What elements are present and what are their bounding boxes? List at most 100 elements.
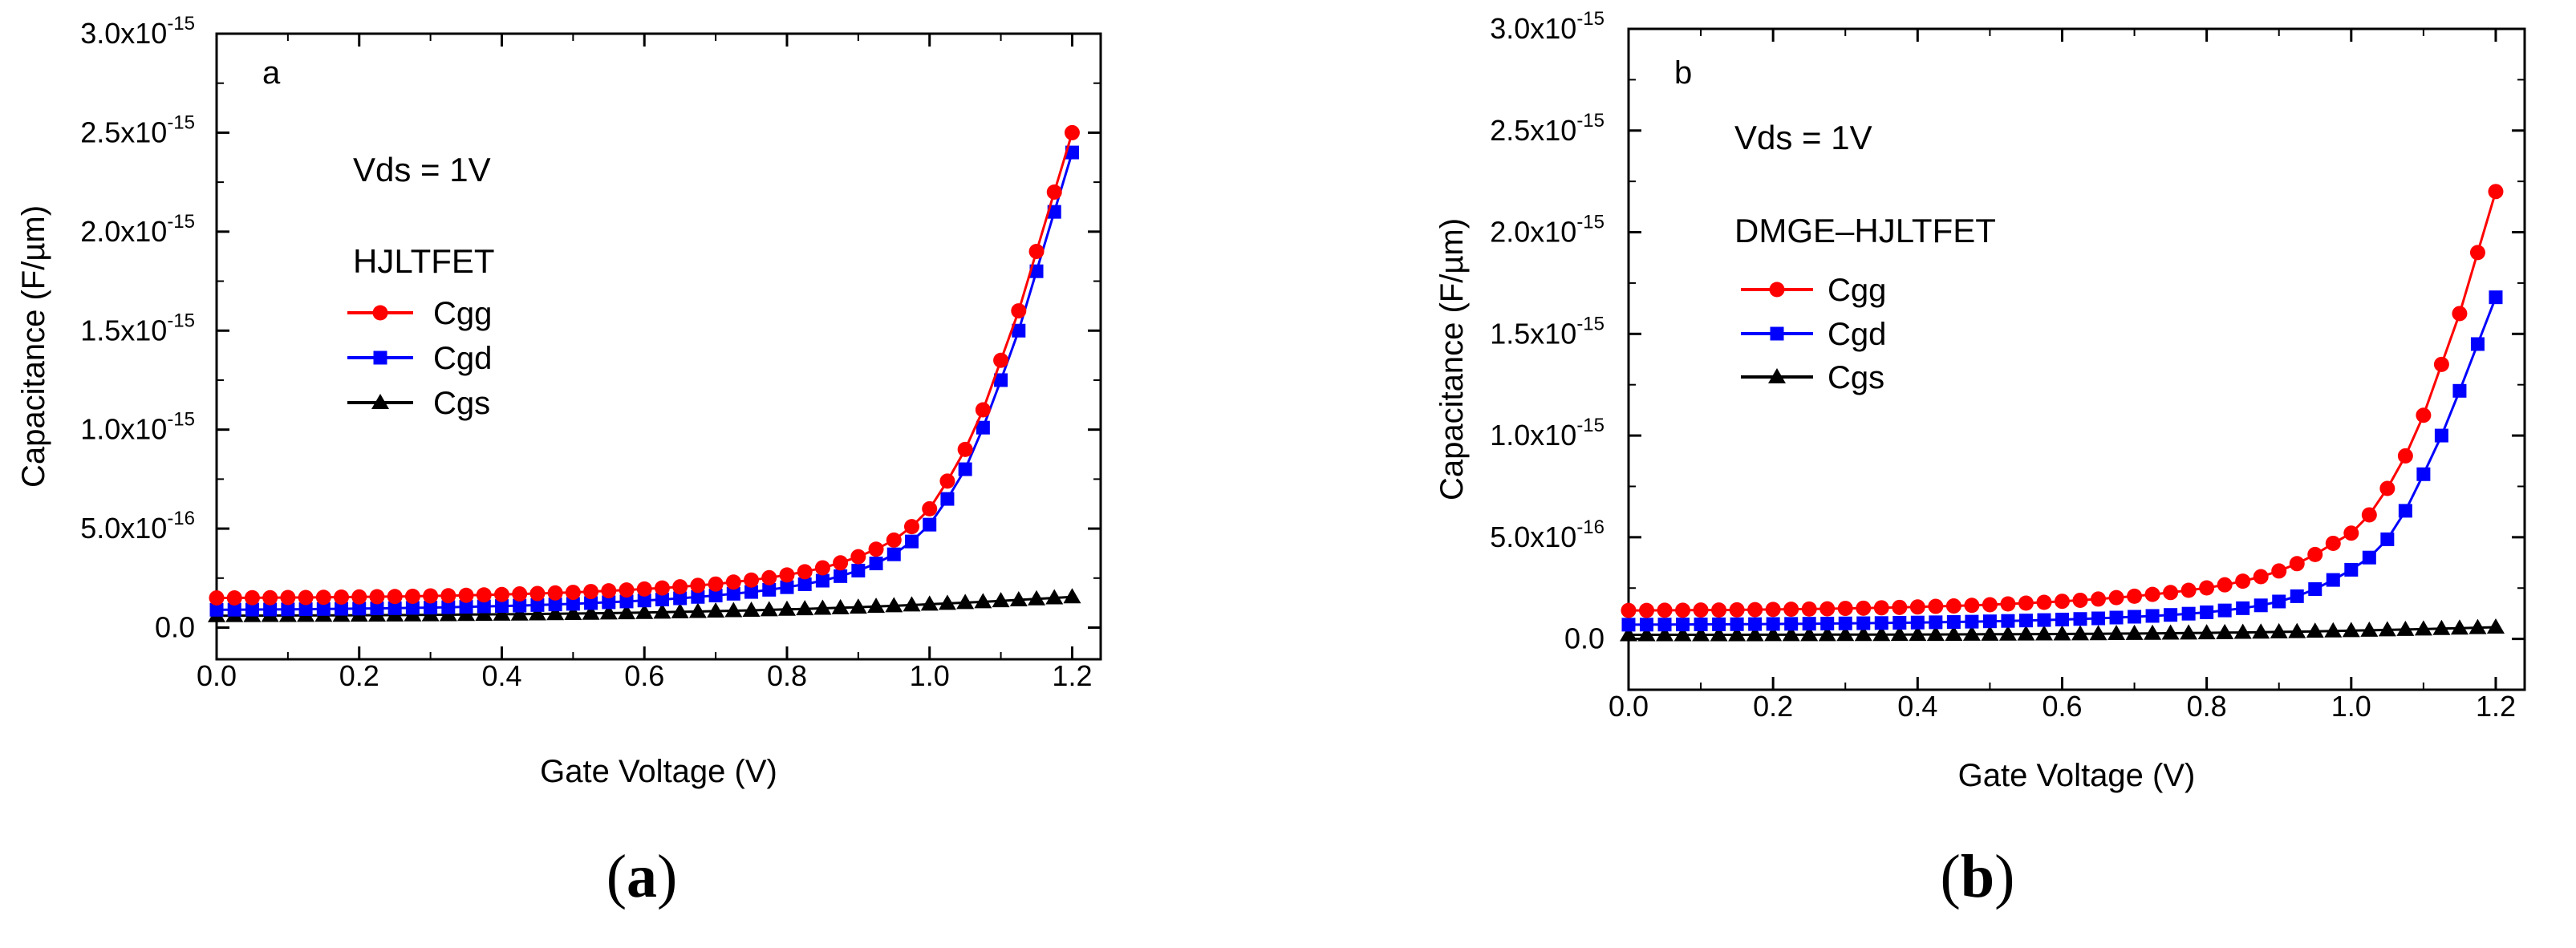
chart-a-point-cgs (1009, 590, 1028, 606)
chart-b-point-cgg (2253, 569, 2269, 585)
chart-b-x-tick-label: 1.2 (2476, 690, 2516, 723)
chart-a-point-cgd (209, 602, 224, 617)
chart-a-point-cgs (992, 592, 1010, 608)
chart-b-point-cgs (1962, 625, 1981, 641)
chart-b-point-cgs (2161, 624, 2180, 640)
chart-b-point-cgg (2343, 525, 2359, 541)
caption-a: (a) (606, 843, 678, 910)
chart-a-point-cgs (1063, 588, 1081, 604)
chart-a-legend-label-cgd: Cgd (433, 341, 492, 376)
chart-a-point-cgg (369, 589, 385, 605)
chart-b-point-cgs (2017, 625, 2035, 641)
chart-b-point-cgg (2361, 507, 2377, 523)
chart-a-x-axis-title: Gate Voltage (V) (540, 754, 777, 789)
chart-b-point-cgg (2325, 535, 2341, 551)
chart-a-point-cgs (599, 604, 618, 620)
chart-b-point-cgd (1676, 618, 1690, 632)
chart-a-point-cgs (510, 605, 529, 621)
chart-b-series-cgd-line (1628, 297, 2497, 626)
chart-b-point-cgs (2125, 624, 2144, 640)
chart-a-series-cgd-line (216, 152, 1073, 611)
chart-a-point-cgd (459, 600, 473, 614)
chart-a-series-cgd (209, 145, 1079, 617)
chart-b-point-cgd (2217, 603, 2232, 618)
chart-b-point-cgs (2324, 622, 2343, 638)
chart-b-point-cgg (1837, 601, 1853, 617)
chart-b-point-cgd (2380, 532, 2395, 546)
chart-b-point-cgg (2199, 580, 2215, 596)
chart-b-point-cgs (2306, 622, 2324, 638)
chart-a-point-cgg (725, 574, 741, 590)
chart-a-point-cgd (1012, 323, 1026, 338)
chart-a-y-axis-title: Capacitance (F/µm) (16, 205, 51, 488)
chart-b-x-tick-label: 0.4 (1897, 690, 1937, 723)
chart-b-point-cgs (2107, 625, 2126, 641)
chart-b-point-cgg (2217, 577, 2233, 593)
chart-a-point-cgd (513, 598, 527, 613)
chart-b-point-cgs (1673, 626, 1692, 642)
chart-a-point-cgg (226, 589, 242, 606)
chart-a-point-cgg (583, 584, 599, 600)
chart-a-legend-item-cgd: Cgd (347, 341, 492, 376)
chart-b-point-cgd (2073, 612, 2087, 626)
chart-a-point-cgd (352, 602, 367, 616)
chart-a-point-cgd (316, 602, 331, 616)
chart-b-point-cgs (2342, 622, 2360, 638)
chart-b-x-tick-label: 0.2 (1753, 690, 1793, 723)
chart-b-point-cgg (2000, 596, 2016, 612)
chart-b-x-tick-label: 0.0 (1608, 690, 1649, 723)
chart-b-point-cgd (2489, 290, 2503, 305)
chart-b-point-cgg (2163, 585, 2179, 601)
chart-a-point-cgg (298, 589, 314, 606)
chart-b-point-cgd (1621, 618, 1636, 632)
chart-b-point-cgs (2197, 624, 2216, 640)
chart-a-y-tick-label: 0.0 (155, 611, 195, 644)
chart-b-point-cgs (2270, 622, 2288, 638)
chart-a-point-cgg (1011, 303, 1027, 319)
chart-a-point-cgd (441, 600, 456, 614)
chart-b-point-cgd (2164, 608, 2178, 622)
chart-a-y-tick-label: 3.0x10-15 (80, 13, 195, 50)
chart-a-legend-item-cgg: Cgg (347, 296, 492, 331)
chart-a-x-tick-label: 0.4 (481, 659, 521, 692)
chart-a-point-cgd (994, 373, 1008, 387)
chart-b-point-cgd (2145, 609, 2160, 623)
chart-a-y-tick-label: 2.5x10-15 (80, 111, 195, 148)
chart-a-point-cgs (813, 599, 832, 615)
chart-a-point-cgd (619, 594, 634, 609)
chart-a-point-cgs (653, 603, 671, 619)
chart-a-point-cgs (760, 601, 778, 617)
chart-a-point-cgg (672, 579, 688, 595)
chart-a-legend-marker-cgg (372, 305, 388, 321)
chart-a-series-cgg (209, 124, 1080, 606)
chart-b-point-cgs (1909, 626, 1927, 642)
chart-b-point-cgd (1766, 617, 1780, 631)
chart-b-y-tick-label: 5.0x10-16 (1490, 517, 1604, 553)
chart-b-point-cgd (2037, 613, 2051, 627)
chart-a-point-cgs (564, 604, 582, 620)
chart-a-point-cgg (654, 580, 670, 596)
chart-a-point-cgd (655, 592, 669, 606)
chart-b-point-cgg (2018, 595, 2034, 611)
chart-b-point-cgs (1836, 626, 1855, 642)
chart-a-point-cgg (423, 588, 439, 604)
chart-b-point-cgd (1892, 616, 1907, 630)
chart-b-point-cgg (1982, 597, 1998, 613)
chart-a-point-cgs (688, 602, 707, 618)
chart-a-point-cgd (886, 547, 901, 561)
chart-b-point-cgs (2414, 620, 2432, 636)
chart-b-point-cgd (1748, 617, 1763, 631)
chart-a-point-cgs (920, 595, 939, 611)
chart-b-legend-label-cgg: Cgg (1828, 273, 1886, 308)
chart-a-point-cgd (281, 602, 295, 617)
chart-a-point-cgd (227, 602, 241, 617)
chart-b-point-cgs (1890, 626, 1909, 642)
chart-a-point-cgg (458, 587, 474, 603)
chart-b-point-cgs (2252, 623, 2270, 639)
chart-a-point-cgd (780, 580, 794, 594)
chart-b-annotation: Vds = 1V (1734, 119, 1872, 156)
chart-a-point-cgs (493, 605, 511, 621)
chart-a-x-tick-label: 1.2 (1052, 659, 1092, 692)
chart-a-point-cgg (744, 572, 760, 588)
chart-b-point-cgg (2488, 184, 2504, 200)
